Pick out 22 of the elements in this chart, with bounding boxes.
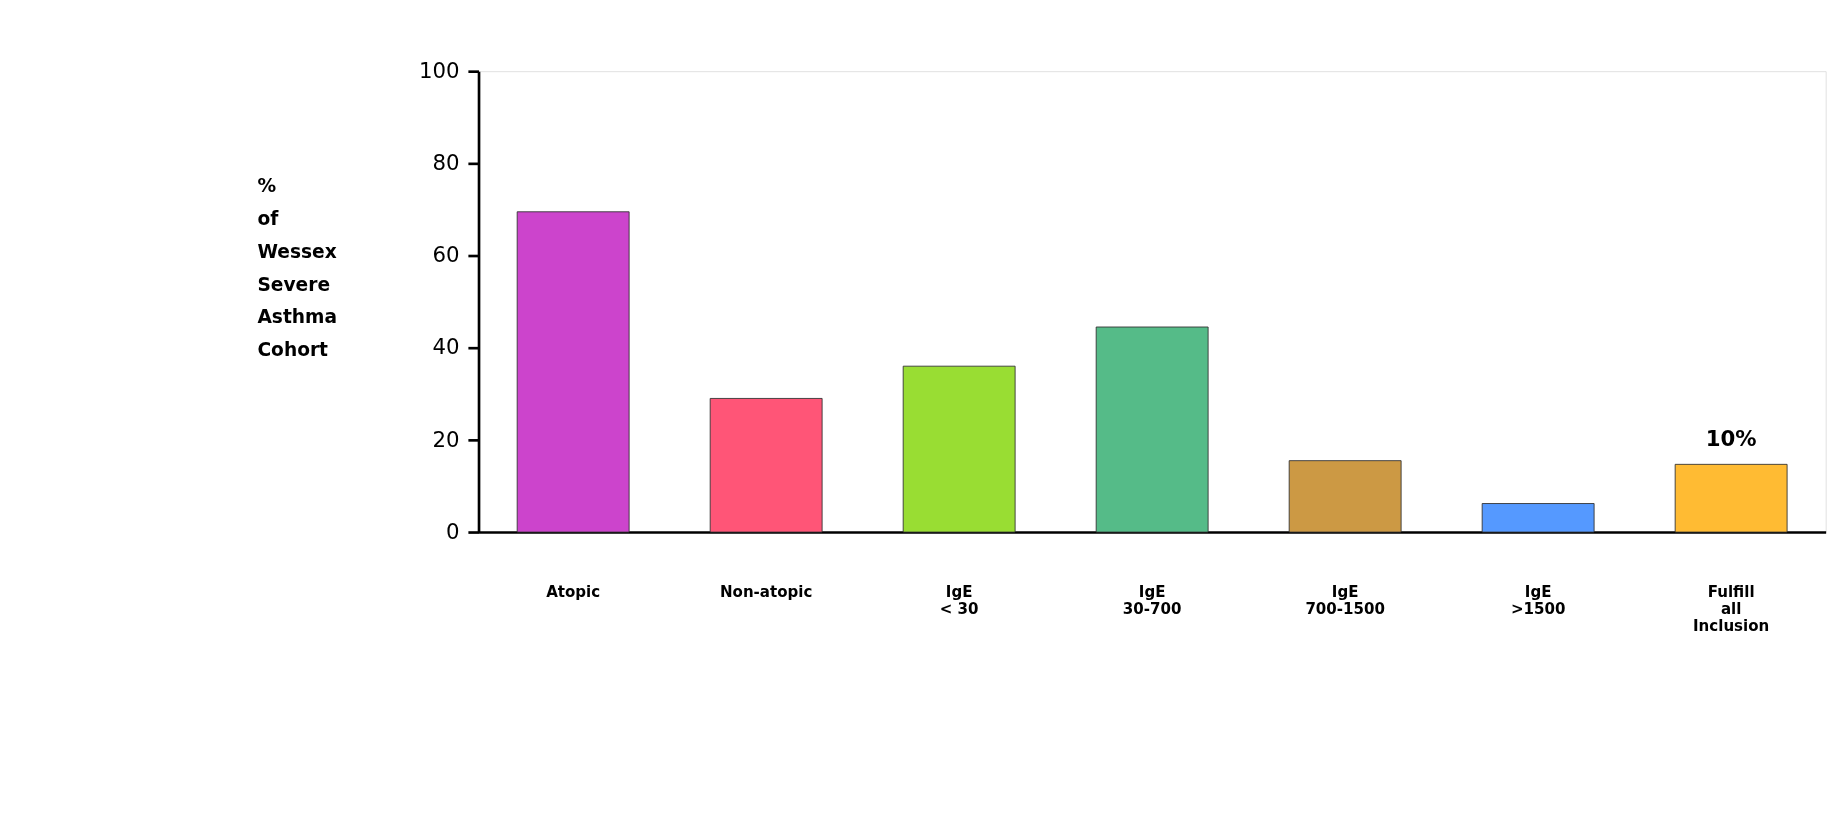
y-axis-title: % of Wessex Severe Asthma Cohort	[257, 175, 338, 361]
bar	[1674, 463, 1788, 533]
x-tick-label: Non-atopic	[719, 583, 813, 602]
y-tick-label: 80	[432, 150, 460, 176]
annotation: 10%	[1705, 425, 1757, 451]
bar	[1095, 326, 1209, 533]
bar	[516, 211, 630, 533]
y-tick-label: 40	[432, 334, 460, 360]
x-tick-label: Fulfill all Inclusion	[1693, 583, 1770, 635]
y-tick-label: 60	[432, 242, 460, 268]
bar	[902, 365, 1016, 533]
x-tick-label: IgE 700-1500	[1305, 583, 1385, 619]
y-tick-label: 0	[446, 518, 460, 544]
bar	[1288, 460, 1402, 533]
x-tick-label: IgE < 30	[939, 583, 979, 619]
bar	[709, 397, 823, 533]
x-tick-label: Atopic	[546, 583, 601, 602]
x-tick-label: IgE 30-700	[1122, 583, 1182, 619]
y-tick-label: 100	[418, 57, 460, 83]
y-tick-label: 20	[432, 426, 460, 452]
bar	[1481, 503, 1595, 533]
x-tick-label: IgE >1500	[1510, 583, 1566, 619]
